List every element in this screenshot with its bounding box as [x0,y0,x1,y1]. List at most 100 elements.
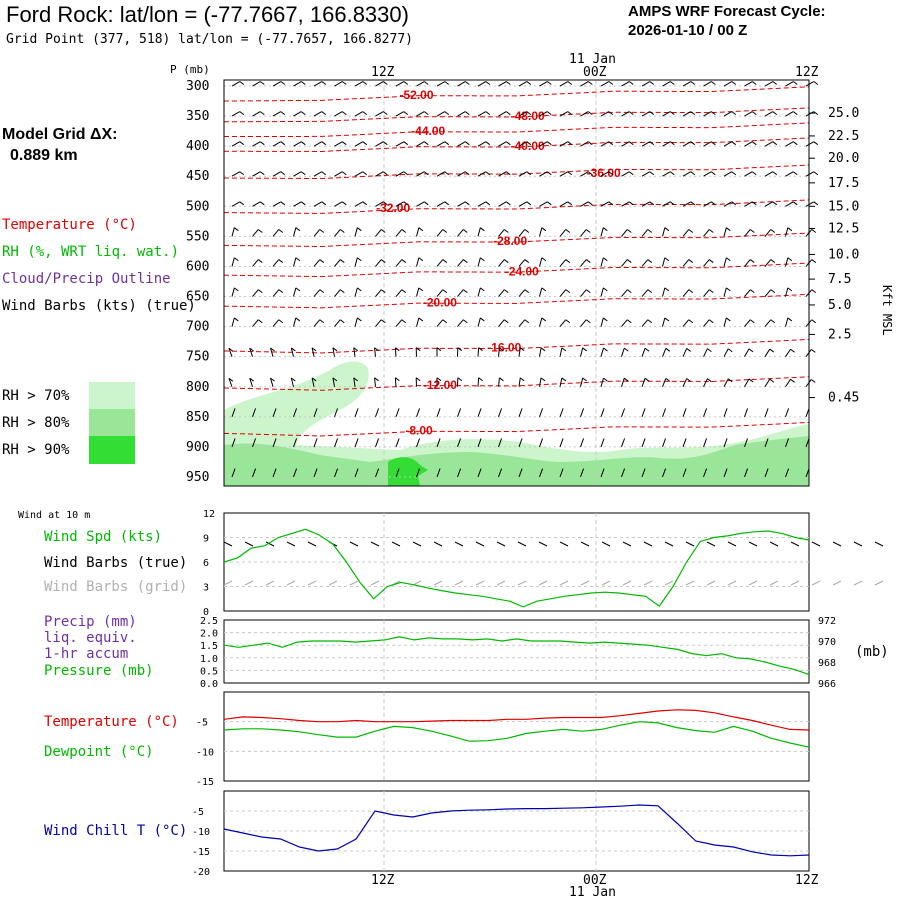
wind-barb [416,81,425,87]
wind-barb-flag [811,289,817,294]
wind-barb [498,141,507,147]
wind-barb [641,438,646,448]
wind-barb [723,317,727,327]
wind-barb [334,171,343,177]
wind-barb-true [706,541,716,547]
wind-barb [436,171,446,177]
wind-barb-flag [321,171,327,176]
wind-barb [539,141,548,147]
wind-barb [293,81,302,87]
wind-barb-flag [505,171,511,176]
wind-barb-true [454,541,464,547]
wind-barb-flag [228,347,234,352]
wind-barb [477,317,481,327]
wind-barb [559,259,567,267]
wind-barb [662,257,666,267]
wind-barb [518,111,528,117]
wind-barb-flag [403,171,409,176]
wind-barb-flag [708,319,714,324]
wind-barb [334,408,339,418]
wind-barb-flag [270,377,275,382]
wind-barb-flag [382,171,388,176]
pressure-unit-label: (mb) [855,644,889,660]
wind-barb [498,201,507,207]
wind-barb [785,257,789,267]
kft-axis-title: Kft MSL [880,285,894,336]
wind-barb [313,289,321,297]
wind-barb [416,317,420,327]
wind-barb-true [244,541,254,547]
wind-barb-flag [726,287,731,292]
wind-barb-flag [585,229,591,233]
wind-barb [477,171,487,177]
wind-barb [395,319,403,327]
wind-barb-flag [257,259,263,263]
wind-barb-flag [603,257,608,262]
wind-barb [744,171,753,177]
wind-barb [600,111,610,117]
wind-barb-flag [811,259,817,263]
wind-barb-flag [462,289,468,294]
wind-barb-flag [257,229,263,233]
wind-barb-flag [608,171,614,176]
wind-barb-flag [649,81,655,85]
wind-barb-flag [259,141,265,146]
wind-barb-flag [565,229,571,233]
wind-barb-flag [540,377,546,382]
wind-barb-flag [644,377,650,382]
wind-barb [457,408,462,418]
model-grid-value: 0.889 km [10,147,78,164]
wind-barb [600,347,604,357]
wind-barb [252,468,257,478]
kft-tick-label: 2.5 [828,327,851,342]
wind-barb-flag [442,319,448,324]
wind-barb-flag [749,259,755,263]
pressure-tick-label: 900 [186,440,209,455]
wind-barb-flag [341,111,347,115]
wind-barb [375,408,380,418]
isotherm-line [223,232,810,247]
wind-barb [682,438,687,448]
wind-barb-flag [480,257,485,262]
wind-barb-flag [664,257,670,262]
wind-barb-flag [608,81,614,85]
wind-barb-true [748,541,758,547]
wind-barb [334,81,343,87]
wind-barb-grid [307,580,317,586]
wind-barb [416,438,421,448]
wind-barb-flag [526,201,532,206]
isotherm-line [223,293,810,309]
wind-barb-flag [792,81,798,85]
wind-barb-grid [223,580,233,586]
wind-barb-flag [587,171,593,176]
wind-barb [375,81,384,87]
wind-barb [457,111,466,117]
wind-barb-flag [608,141,614,146]
wind-barb-flag [811,229,817,233]
wind-barb [662,201,671,207]
wind-barb [313,319,321,327]
wind-barb-flag [603,347,608,352]
wind-barb [744,201,753,207]
wind-barb [621,468,626,478]
wind-barb-flag [341,201,347,206]
wind-barb-true [370,541,380,547]
legend-rh70-swatch [89,382,135,409]
wind-barb-flag [505,111,511,115]
wind-barb-flag [418,227,424,232]
wind-barb [682,289,690,297]
wind-barb [354,317,358,327]
wind-barb [395,259,403,267]
wind-barb-flag [526,171,532,176]
wind-barb-flag [280,201,286,206]
wind-barb-flag [647,259,653,263]
wind-barb [539,201,548,207]
forecast-cycle-value: 2026-01-10 / 00 Z [628,22,748,39]
wind-barb-grid [559,580,569,586]
wind-barb-flag [442,259,448,263]
wind-barb-flag [519,347,525,352]
wind-barb [703,141,712,147]
pressure-right-tick-label: 968 [818,658,836,669]
wind-barb-flag [403,81,409,85]
wind-barb-flag [649,111,655,115]
